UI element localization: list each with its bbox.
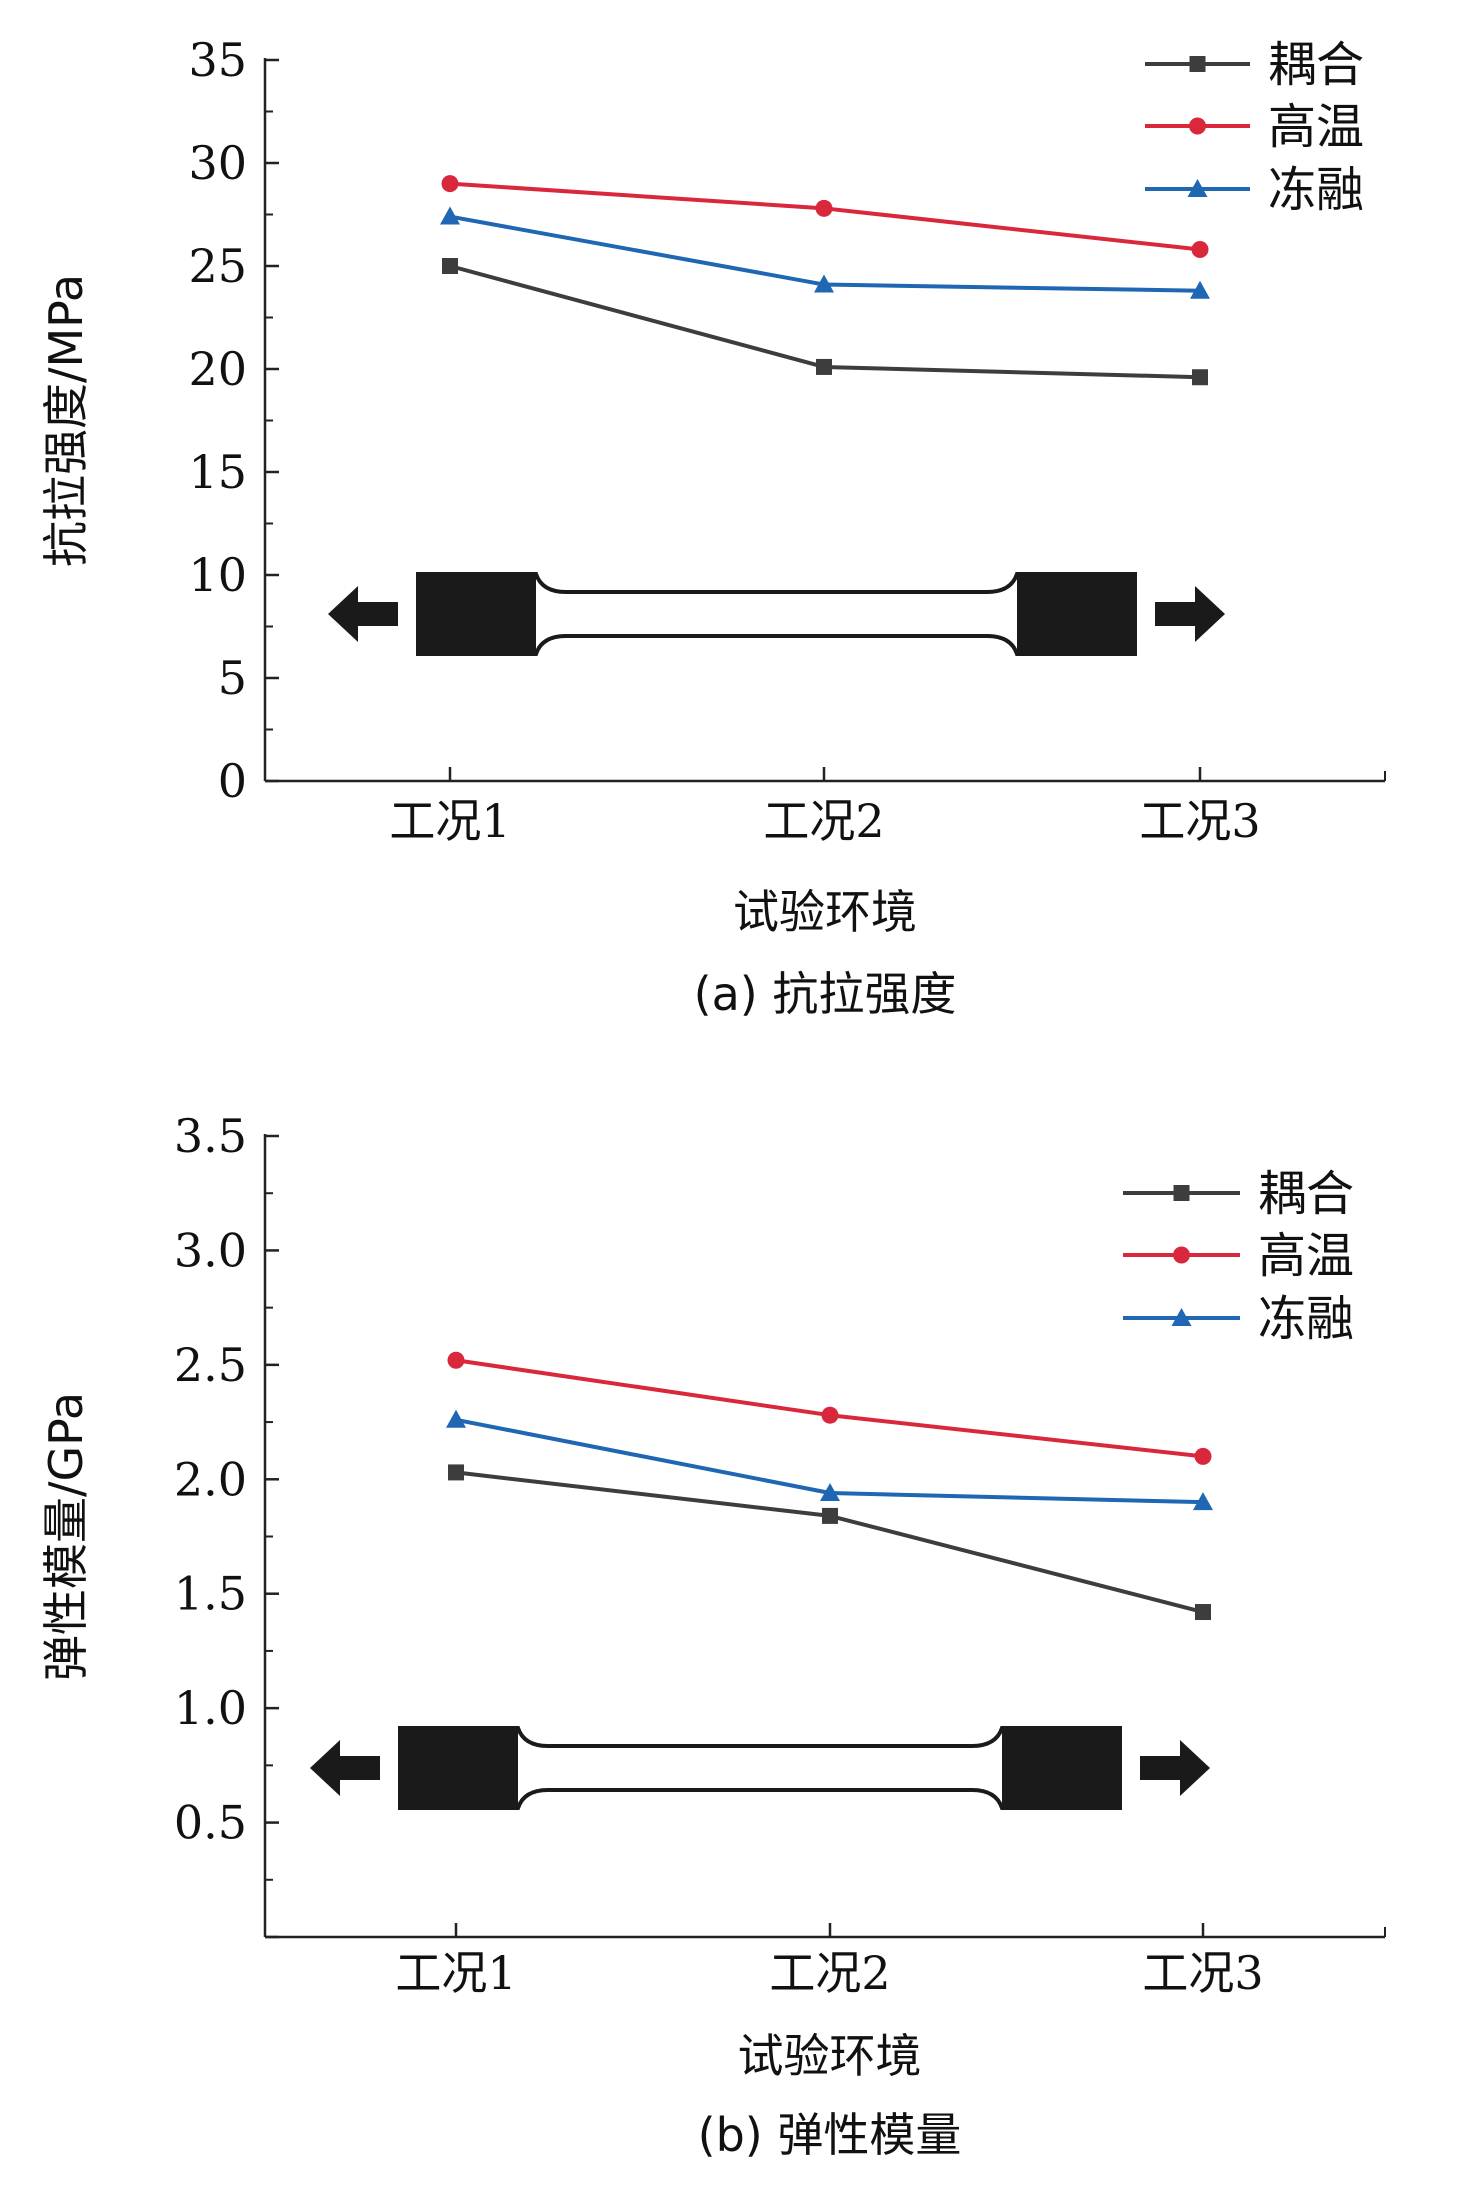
tensile-specimen-icon (310, 1726, 1210, 1810)
y-axis-title: 抗拉强度/MPa (39, 274, 93, 567)
figure-caption: (a) 抗拉强度 (694, 967, 957, 1021)
x-tick-label: 工况2 (763, 794, 884, 848)
y-tick-label: 35 (188, 33, 247, 87)
figure-caption: (b) 弹性模量 (698, 2108, 962, 2162)
data-point (440, 206, 460, 225)
data-point (1193, 1492, 1213, 1511)
legend-label: 耦合 (1268, 37, 1364, 93)
legend-item: 冻融 (1145, 162, 1364, 218)
x-tick-label: 工况1 (389, 794, 510, 848)
legend-item: 耦合 (1123, 1166, 1354, 1222)
tensile-specimen-icon (328, 572, 1225, 656)
x-axis-title: 试验环境 (738, 2029, 922, 2083)
data-point (814, 274, 834, 293)
x-axis-title: 试验环境 (733, 885, 917, 939)
legend-label: 高温 (1268, 99, 1364, 155)
legend-item: 冻融 (1123, 1291, 1354, 1347)
data-point (441, 175, 459, 193)
tensile-strength-chart: 0 5 10 15 20 25 30 35 工况1 工况2 工况3 试验环境 抗拉强度/MPa (a) 抗… (39, 33, 1386, 1021)
legend-item: 耦合 (1145, 37, 1364, 93)
data-point (1195, 1604, 1211, 1621)
legend-item: 高温 (1145, 99, 1364, 155)
left-arrow-icon (310, 1740, 380, 1796)
y-tick-label: 5 (218, 651, 247, 705)
y-tick-label: 25 (188, 239, 247, 293)
data-point (816, 358, 832, 375)
data-point (1190, 280, 1210, 299)
data-point (446, 1409, 466, 1428)
data-point (448, 1464, 464, 1481)
legend-label: 耦合 (1258, 1166, 1354, 1222)
y-tick-label: 0.5 (174, 1796, 247, 1850)
series-0 (448, 1464, 1211, 1621)
legend-marker (1171, 1308, 1192, 1326)
x-tick-label: 工况2 (769, 1946, 890, 2000)
legend-marker (1189, 117, 1206, 135)
legend-label: 高温 (1258, 1228, 1354, 1284)
y-tick-label: 0 (218, 754, 247, 808)
legend-marker (1173, 1246, 1190, 1264)
data-point (1194, 1447, 1212, 1465)
series-1 (447, 1351, 1212, 1465)
y-tick-label: 15 (188, 445, 247, 499)
y-axis-title: 弹性模量/GPa (39, 1392, 93, 1681)
data-point (1191, 241, 1209, 259)
series-2 (446, 1409, 1213, 1511)
data-point (447, 1351, 465, 1369)
y-tick-label: 20 (188, 342, 247, 396)
y-tick-label: 1.5 (174, 1567, 247, 1621)
y-tick-label: 3.5 (174, 1109, 247, 1163)
right-arrow-icon (1155, 586, 1225, 642)
y-tick-label: 3.0 (174, 1223, 247, 1277)
y-tick-label: 10 (188, 548, 247, 602)
series-0 (442, 258, 1208, 386)
x-tick-label: 工况3 (1142, 1946, 1263, 2000)
y-tick-label: 2.0 (174, 1452, 247, 1506)
legend-item: 高温 (1123, 1228, 1354, 1284)
data-point (820, 1483, 840, 1502)
right-arrow-icon (1140, 1740, 1210, 1796)
y-tick-label: 1.0 (174, 1681, 247, 1735)
data-point (442, 258, 458, 274)
legend-marker (1187, 179, 1208, 197)
series-2 (440, 206, 1210, 299)
legend-marker (1189, 56, 1206, 72)
y-tick-label: 2.5 (174, 1338, 247, 1392)
axes: 0.5 1.0 1.5 2.0 2.5 3.0 3.5 工况1 工况2 工况3 (174, 1109, 1386, 2000)
legend-marker (1173, 1185, 1190, 1201)
x-tick-label: 工况3 (1139, 794, 1260, 848)
tensile-strength-figure: 0 5 10 15 20 25 30 35 工况1 工况2 工况3 试验环境 抗拉强度/MPa (a) 抗… (39, 33, 1386, 1021)
y-tick-label: 30 (188, 136, 247, 190)
axes: 0 5 10 15 20 25 30 35 工况1 工况2 工况3 (188, 33, 1386, 848)
series-1 (441, 175, 1209, 259)
left-arrow-icon (328, 586, 398, 642)
elastic-modulus-chart: 0.5 1.0 1.5 2.0 2.5 3.0 3.5 工况1 工况2 工况3 试验环境 弹性模量/G… (39, 1109, 1386, 2162)
x-tick-label: 工况1 (395, 1946, 516, 2000)
data-point (821, 1406, 839, 1424)
legend-label: 冻融 (1258, 1291, 1354, 1347)
data-point (1192, 369, 1208, 386)
legend-label: 冻融 (1268, 162, 1364, 218)
data-point (822, 1507, 838, 1524)
elastic-modulus-figure: 0.5 1.0 1.5 2.0 2.5 3.0 3.5 工况1 工况2 工况3 试验环境 弹性模量/G… (0, 1097, 1463, 2194)
data-point (815, 199, 833, 217)
